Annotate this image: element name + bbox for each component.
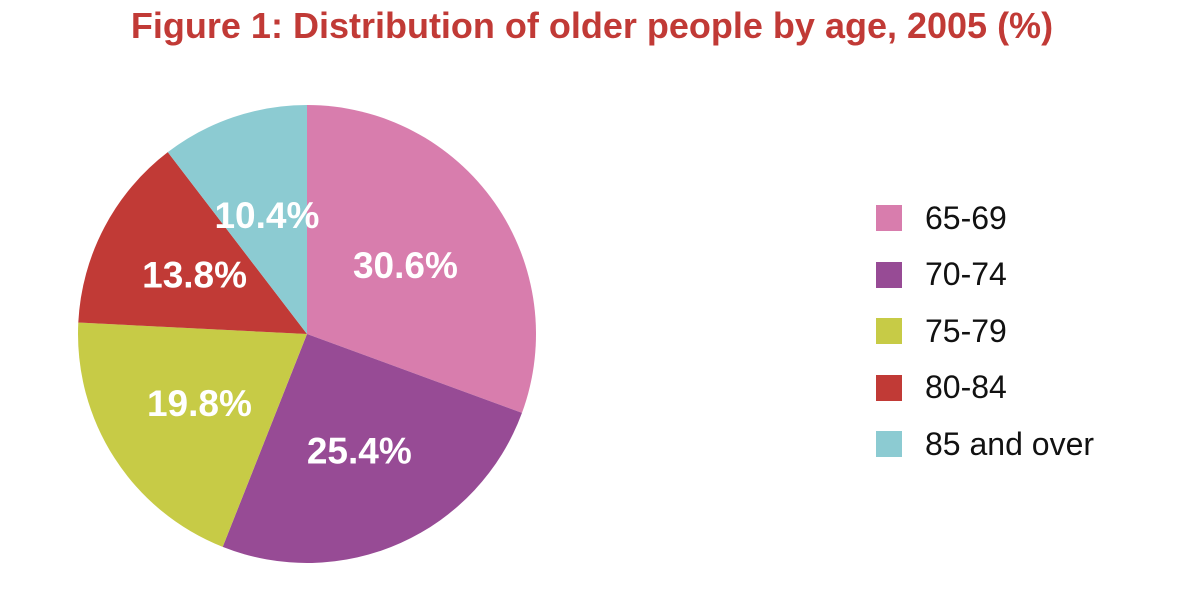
legend-item-85-and-over: 85 and over [876,416,1094,473]
pie-slice-80-84 [78,152,307,334]
pie-slice-70-74 [222,334,522,564]
legend: 65-69 70-74 75-79 80-84 85 and over [876,190,1094,473]
legend-swatch [876,374,902,401]
legend-label: 65-69 [925,199,1007,236]
pie-slices [78,105,536,564]
pie-slice-65-69 [307,105,536,413]
legend-label: 75-79 [925,312,1007,349]
legend-item-70-74: 70-74 [876,247,1094,304]
pie-slice-75-79 [78,322,307,547]
data-label-75-79: 19.8% [147,383,252,424]
legend-label: 70-74 [925,256,1007,293]
legend-swatch [876,205,902,232]
data-label-85-and-over: 10.4% [214,195,319,236]
legend-item-80-84: 80-84 [876,360,1094,417]
legend-swatch [876,261,902,288]
legend-swatch [876,318,902,345]
data-label-65-69: 30.6% [353,245,458,286]
legend-item-65-69: 65-69 [876,190,1094,247]
legend-swatch [876,431,902,458]
pie-data-labels: 30.6% 25.4% 19.8% 13.8% 10.4% [142,195,458,471]
data-label-70-74: 25.4% [307,430,412,471]
pie-slice-85-and-over [167,105,307,334]
legend-item-75-79: 75-79 [876,303,1094,360]
legend-label: 85 and over [925,425,1095,462]
legend-label: 80-84 [925,369,1007,406]
chart-title: Figure 1: Distribution of older people b… [130,5,1054,46]
data-label-80-84: 13.8% [142,254,247,295]
